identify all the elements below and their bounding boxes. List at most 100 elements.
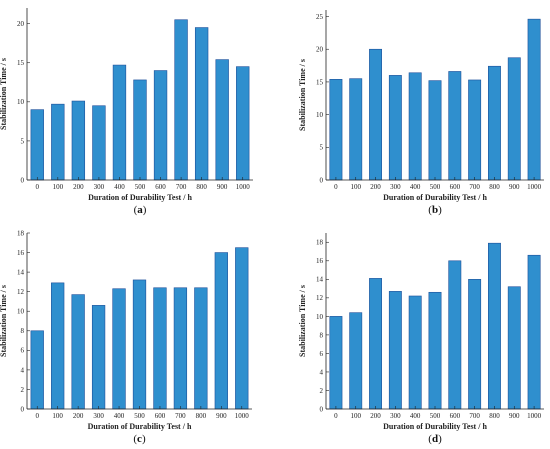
x-tick-label-a: 1000	[236, 183, 251, 191]
bar-a-300	[92, 105, 106, 181]
y-tick-label-c: 10	[17, 308, 25, 316]
bar-d-600	[448, 260, 462, 410]
bar-a-600	[153, 70, 168, 181]
x-tick-label-c: 100	[52, 412, 63, 420]
bar-b-800	[488, 65, 501, 181]
x-tick-label-d: 300	[390, 412, 401, 420]
bar-a-200	[71, 100, 86, 181]
y-tick-label-c: 0	[21, 405, 25, 413]
x-tick-label-b: 700	[469, 183, 480, 191]
y-axis-title-c: Stabilization Time / s	[0, 285, 8, 357]
y-axis-title-d: Stabilization Time / s	[298, 285, 307, 357]
x-tick-label-a: 100	[53, 183, 64, 191]
bar-b-100	[349, 78, 363, 181]
x-tick-label-c: 300	[93, 412, 104, 420]
y-tick-label-c: 6	[21, 347, 25, 355]
y-tick-label-c: 2	[21, 386, 25, 394]
bar-c-0	[30, 330, 44, 410]
x-tick-label-d: 0	[334, 412, 338, 420]
chart-d: 0 2 4 6 8 10 12 14 16 18 0 100 200 300 400 500 600 700 800…	[298, 233, 544, 445]
bar-b-1000	[527, 18, 541, 181]
x-tick-label-a: 600	[155, 183, 166, 191]
y-tick-label-c: 4	[21, 366, 25, 374]
bar-d-800	[488, 242, 501, 410]
x-axis-title-d: Duration of Durability Test / h	[383, 422, 487, 431]
x-tick-label-a: 700	[176, 183, 187, 191]
x-tick-label-c: 500	[134, 412, 145, 420]
y-tick-label-d: 0	[320, 405, 324, 413]
bar-b-300	[388, 75, 402, 181]
x-tick-label-a: 800	[196, 183, 207, 191]
bar-c-200	[71, 294, 85, 410]
x-tick-label-a: 400	[114, 183, 125, 191]
x-axis-title-c: Duration of Durability Test / h	[88, 422, 192, 431]
bar-a-500	[133, 79, 147, 181]
y-tick-label-a: 0	[21, 176, 25, 184]
y-tick-label-c: 8	[21, 327, 25, 335]
y-tick-label-c: 18	[17, 229, 25, 237]
y-tick-label-c: 12	[17, 288, 25, 296]
x-tick-label-c: 0	[35, 412, 39, 420]
panel-label-a: (a)	[134, 204, 147, 216]
bar-a-800	[194, 27, 209, 181]
bar-c-1000	[235, 247, 249, 410]
x-tick-label-b: 400	[410, 183, 421, 191]
panel-label-c: (c)	[133, 433, 146, 445]
bar-b-500	[428, 80, 442, 181]
bar-d-100	[349, 312, 363, 410]
bar-d-200	[369, 278, 382, 410]
x-tick-label-b: 800	[489, 183, 500, 191]
bar-c-800	[194, 287, 208, 410]
bar-c-900	[214, 252, 228, 410]
y-tick-label-d: 4	[320, 368, 324, 376]
x-tick-label-d: 900	[509, 412, 520, 420]
bar-a-700	[174, 19, 188, 181]
bar-a-1000	[236, 66, 250, 181]
y-axis-title-a: Stabilization Time / s	[0, 58, 8, 130]
x-tick-label-c: 700	[175, 412, 186, 420]
bar-c-400	[112, 288, 126, 410]
x-tick-label-d: 400	[410, 412, 421, 420]
chart-c: 0 2 4 6 8 10 12 14 16 18 0 100 200 300 400 500 600 700 800…	[0, 229, 252, 445]
x-tick-label-d: 500	[430, 412, 441, 420]
y-tick-label-b: 5	[320, 144, 324, 152]
bar-d-500	[428, 291, 442, 410]
y-tick-label-d: 6	[320, 350, 324, 358]
x-tick-label-c: 600	[155, 412, 166, 420]
bar-d-1000	[527, 254, 541, 410]
x-tick-label-a: 300	[94, 183, 105, 191]
x-tick-label-b: 300	[390, 183, 401, 191]
bar-d-900	[507, 286, 521, 410]
y-tick-label-d: 16	[316, 257, 324, 265]
y-tick-label-d: 14	[316, 276, 324, 284]
x-tick-label-b: 0	[334, 183, 338, 191]
bar-b-400	[408, 72, 422, 181]
bar-b-200	[369, 48, 382, 181]
bar-c-600	[153, 287, 167, 410]
x-tick-label-d: 200	[370, 412, 381, 420]
x-tick-label-c: 800	[196, 412, 207, 420]
y-tick-label-d: 12	[316, 294, 324, 302]
y-tick-label-a: 10	[17, 98, 25, 106]
bar-d-400	[408, 295, 422, 410]
bar-a-900	[215, 59, 229, 181]
panel-label-b: (b)	[428, 204, 442, 216]
bar-c-100	[51, 282, 65, 410]
x-tick-label-d: 100	[350, 412, 361, 420]
y-tick-label-d: 2	[320, 387, 324, 395]
x-tick-label-b: 500	[430, 183, 441, 191]
bar-d-0	[329, 316, 343, 410]
bar-c-700	[173, 287, 188, 410]
bar-d-700	[468, 279, 482, 410]
x-tick-label-c: 200	[73, 412, 84, 420]
x-tick-label-d: 800	[489, 412, 500, 420]
x-tick-label-c: 900	[216, 412, 227, 420]
x-tick-label-d: 700	[469, 412, 480, 420]
y-axis-title-b: Stabilization Time / s	[298, 59, 307, 131]
y-tick-label-c: 14	[17, 269, 25, 277]
bar-a-400	[112, 64, 127, 181]
bar-a-0	[30, 109, 44, 181]
bar-b-900	[507, 57, 521, 181]
x-tick-label-a: 200	[73, 183, 84, 191]
